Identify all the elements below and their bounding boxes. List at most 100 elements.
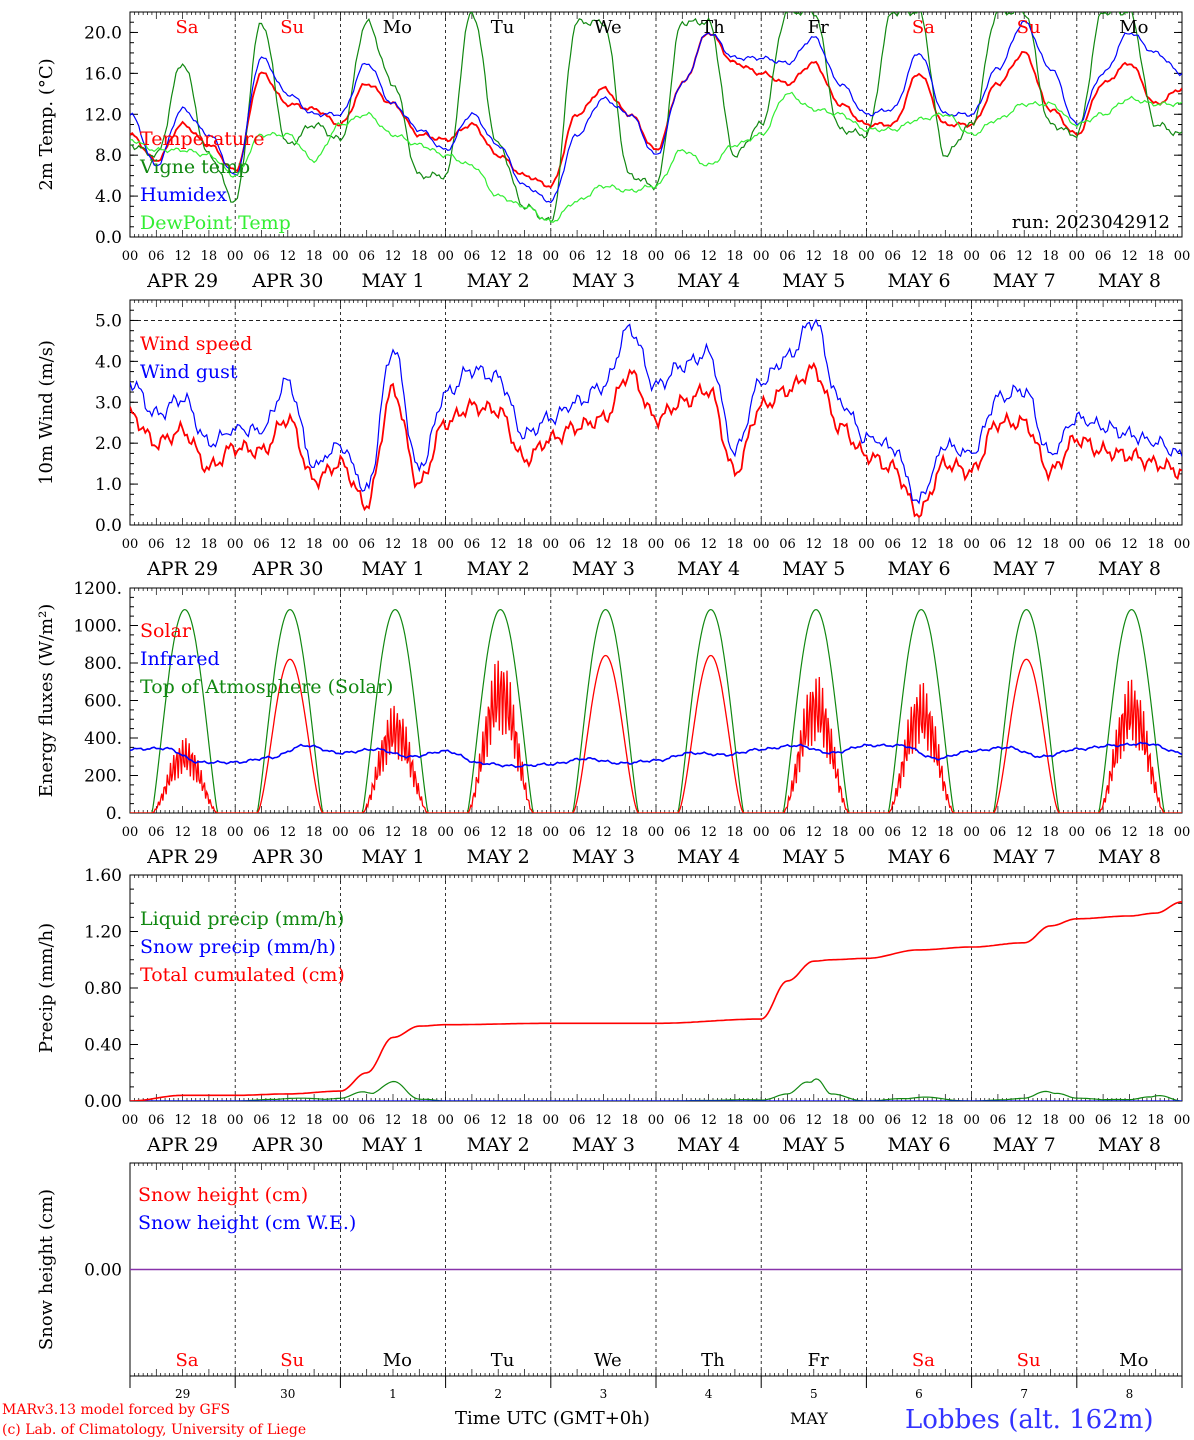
day-number-label: 5	[810, 1387, 818, 1401]
hour-tick-label: 18	[411, 249, 428, 264]
hour-tick-label: 18	[621, 249, 638, 264]
hour-tick-label: 06	[674, 537, 691, 552]
hour-tick-label: 12	[911, 537, 928, 552]
legend-entry: Snow precip (mm/h)	[140, 936, 336, 958]
hour-tick-label: 18	[832, 825, 849, 840]
hour-tick-label: 00	[122, 825, 139, 840]
hour-tick-label: 06	[674, 249, 691, 264]
hour-tick-label: 00	[543, 1113, 560, 1128]
hour-tick-label: 12	[1016, 825, 1033, 840]
run-label: run: 2023042912	[1012, 212, 1170, 233]
date-label: MAY 4	[677, 1134, 740, 1156]
hour-tick-label: 00	[1174, 249, 1191, 264]
weekday-label-top: Su	[280, 17, 304, 38]
series-liquid-precip-mm-h-	[130, 1078, 1182, 1101]
hour-tick-label: 00	[858, 825, 875, 840]
hour-tick-label: 18	[1042, 537, 1059, 552]
day-number-label: 3	[600, 1387, 608, 1401]
hour-tick-label: 06	[1095, 825, 1112, 840]
date-label: MAY 1	[361, 270, 424, 292]
hour-tick-label: 12	[1121, 537, 1138, 552]
hour-tick-label: 18	[727, 1113, 744, 1128]
hour-tick-label: 06	[464, 537, 481, 552]
date-label: MAY 6	[887, 1134, 950, 1156]
weekday-label-bottom: Fr	[808, 1350, 829, 1371]
hour-tick-label: 18	[516, 537, 533, 552]
hour-tick-label: 18	[727, 249, 744, 264]
hour-tick-label: 18	[411, 1113, 428, 1128]
hour-tick-label: 12	[806, 537, 823, 552]
date-label: APR 30	[251, 1134, 323, 1156]
hour-tick-label: 12	[911, 1113, 928, 1128]
hour-tick-label: 06	[464, 249, 481, 264]
y-axis-label: Precip (mm/h)	[36, 923, 57, 1053]
hour-tick-label: 00	[543, 249, 560, 264]
hour-tick-label: 00	[332, 537, 349, 552]
hour-tick-label: 12	[1016, 537, 1033, 552]
date-label: MAY 1	[361, 1134, 424, 1156]
series-total-cumulated-cm-	[130, 901, 1182, 1101]
day-number-label: 7	[1020, 1387, 1028, 1401]
hour-tick-label: 18	[832, 249, 849, 264]
legend-entry: Humidex	[140, 184, 227, 206]
y-tick-label: 0.40	[84, 1036, 122, 1056]
panel-1: 0.0 4.0 8.0 12.0 16.0 20.0 2m Temp. (°C) 00 06 12…	[36, 11, 1191, 292]
hour-tick-label: 00	[963, 1113, 980, 1128]
hour-tick-label: 06	[569, 537, 586, 552]
hour-tick-label: 12	[385, 249, 402, 264]
hour-tick-label: 00	[753, 249, 770, 264]
date-label: MAY 2	[467, 1134, 530, 1156]
hour-tick-label: 12	[700, 537, 717, 552]
hour-tick-label: 12	[280, 1113, 297, 1128]
hour-tick-label: 00	[1069, 825, 1086, 840]
weekday-label-bottom: Mo	[383, 1350, 412, 1371]
hour-tick-label: 00	[648, 537, 665, 552]
legend-entry: Snow height (cm)	[138, 1184, 308, 1206]
y-tick-label: 0.80	[84, 979, 122, 999]
weekday-label-bottom: Sa	[912, 1350, 935, 1371]
date-label: MAY 5	[782, 558, 845, 580]
legend-entry: Wind speed	[140, 333, 252, 355]
date-label: MAY 8	[1098, 1134, 1161, 1156]
hour-tick-label: 06	[569, 1113, 586, 1128]
panel-frame	[129, 587, 1183, 814]
date-label: MAY 7	[993, 1134, 1056, 1156]
y-tick-label: 0.0	[95, 228, 122, 248]
hour-tick-label: 12	[1121, 825, 1138, 840]
hour-tick-label: 12	[806, 249, 823, 264]
hour-tick-label: 00	[332, 825, 349, 840]
hour-tick-label: 06	[358, 537, 375, 552]
legend-entry: Snow height (cm W.E.)	[138, 1212, 356, 1234]
y-tick-label: 2.0	[95, 434, 122, 454]
y-tick-label: 1.60	[84, 866, 122, 886]
legend-entry: Infrared	[140, 648, 220, 670]
hour-tick-label: 18	[201, 249, 218, 264]
hour-tick-label: 00	[963, 249, 980, 264]
date-label: MAY 1	[361, 558, 424, 580]
date-label: MAY 4	[677, 270, 740, 292]
hour-tick-label: 18	[832, 537, 849, 552]
hour-tick-label: 00	[1174, 1113, 1191, 1128]
hour-tick-label: 18	[937, 249, 954, 264]
day-number-label: 1	[389, 1387, 397, 1401]
hour-tick-label: 00	[122, 249, 139, 264]
hour-tick-label: 18	[516, 249, 533, 264]
hour-tick-label: 12	[385, 1113, 402, 1128]
hour-tick-label: 18	[306, 537, 323, 552]
series-temperature	[130, 32, 1182, 189]
series-wind-speed	[130, 361, 1182, 519]
weekday-label-top: Th	[701, 17, 725, 38]
hour-tick-label: 00	[1069, 249, 1086, 264]
hour-tick-label: 06	[779, 537, 796, 552]
hour-tick-label: 12	[911, 249, 928, 264]
hour-tick-label: 00	[437, 249, 454, 264]
hour-tick-label: 12	[700, 825, 717, 840]
hour-tick-label: 12	[280, 825, 297, 840]
hour-tick-label: 00	[227, 1113, 244, 1128]
hour-tick-label: 12	[911, 825, 928, 840]
hour-tick-label: 06	[990, 537, 1007, 552]
date-label: APR 29	[146, 1134, 218, 1156]
hour-tick-label: 06	[990, 825, 1007, 840]
hour-tick-label: 00	[227, 825, 244, 840]
hour-tick-label: 06	[674, 825, 691, 840]
